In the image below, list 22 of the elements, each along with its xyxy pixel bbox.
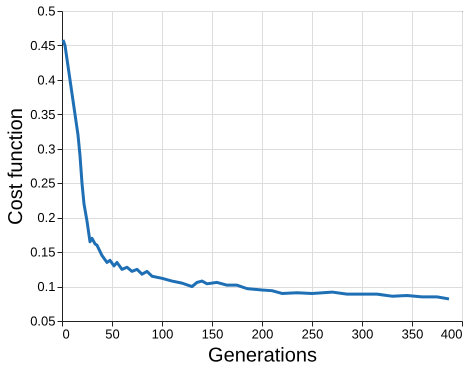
x-tick-label: 50 [105, 326, 120, 342]
y-tick-label: 0.5 [37, 4, 56, 18]
y-tick-label: 0.15 [30, 244, 56, 260]
x-tick-label: 200 [252, 326, 274, 342]
x-axis-title: Generations [208, 344, 317, 365]
y-tick-label: 0.3 [37, 141, 56, 156]
y-tick-label: 0.35 [30, 106, 56, 122]
y-tick-label: 0.45 [30, 38, 56, 53]
x-tick-label: 0 [62, 326, 70, 342]
y-tick-label: 0.2 [37, 210, 56, 226]
y-tick-label: 0.05 [30, 314, 56, 328]
x-tick-label: 250 [302, 326, 324, 342]
x-tick-label: 300 [352, 326, 374, 342]
x-tick-label: 350 [402, 326, 424, 342]
y-tick-label: 0.1 [37, 279, 56, 294]
x-tick-label: 100 [152, 326, 174, 342]
y-axis-title: Cost function [5, 108, 28, 225]
x-tick-label: 150 [202, 326, 224, 342]
x-tick-label: 400 [440, 326, 462, 342]
y-tick-label: 0.25 [30, 176, 56, 191]
line-series [62, 38, 450, 300]
y-tick-label: 0.4 [37, 72, 56, 88]
